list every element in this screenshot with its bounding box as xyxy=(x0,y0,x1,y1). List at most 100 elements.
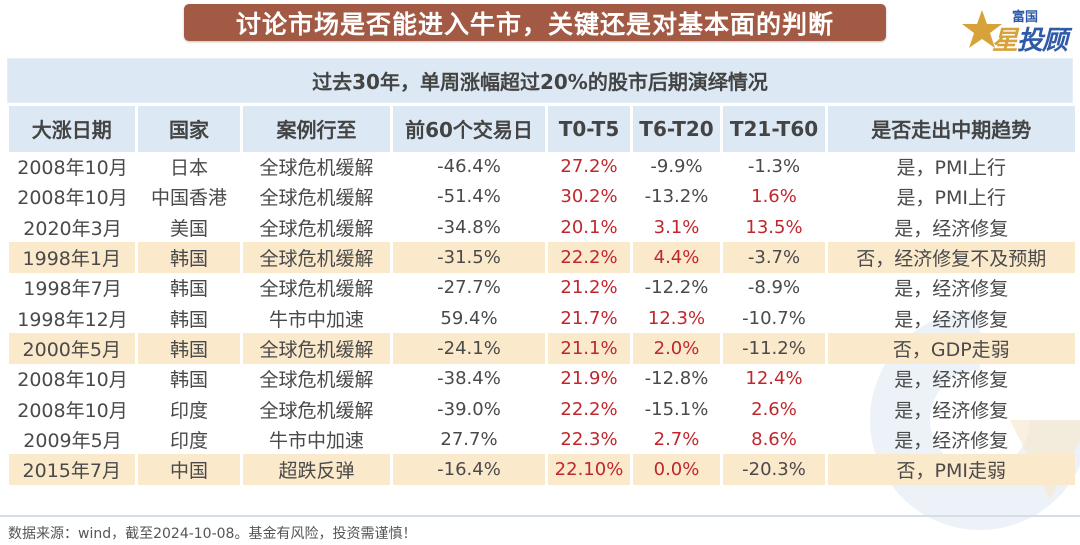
cell-t6-t20: 2.7% xyxy=(653,428,700,450)
cell-trend: 是，经济修复 xyxy=(894,308,1009,331)
col-header-t21-t60: T21-T60 xyxy=(720,103,827,152)
cell-t21-t60: 8.6% xyxy=(751,428,797,450)
cell-country: 中国香港 xyxy=(150,187,227,210)
table-row: 2009年5月 印度 牛市中加速 27.7% 22.3% 2.7% 8.6% 是，经济修复 xyxy=(9,424,1075,454)
banner-title: 讨论市场是否能进入牛市，关键还是对基本面的判断 xyxy=(235,9,834,39)
table-row: 1998年7月 韩国 全球危机缓解 -27.7% 21.2% -12.2% -8.9% 是，经… xyxy=(9,273,1075,303)
cell-date: 1998年7月 xyxy=(23,278,122,301)
cell-trend: 是，PMI上行 xyxy=(896,157,1006,180)
data-table-container: 过去30年，单周涨幅超过20%的股市后期演绎情况 大涨日期 国家 案例行至 前6… xyxy=(7,58,1075,485)
cell-country: 印度 xyxy=(169,429,208,452)
cell-t0-t5: 21.7% xyxy=(560,307,618,329)
table-row: 2015年7月 中国 超跌反弹 -16.4% 22.10% 0.0% -20.3% 否，PMI… xyxy=(8,454,1075,485)
cell-pre60: -51.4% xyxy=(437,186,501,208)
cell-t6-t20: -9.9% xyxy=(650,156,703,178)
cell-pre60: -24.1% xyxy=(390,333,547,364)
cell-t0-t5: 21.9% xyxy=(560,368,618,390)
cell-trend: 否，GDP走弱 xyxy=(825,333,1075,364)
cell-date: 2008年10月 xyxy=(17,157,128,180)
cell-date: 2000年5月 xyxy=(8,333,137,364)
cell-trend: 否，PMI走弱 xyxy=(825,454,1075,485)
logo-small-text: 富国 xyxy=(1012,10,1039,25)
cell-t6-t20: 2.0% xyxy=(630,333,722,364)
cell-t21-t60: 1.6% xyxy=(751,186,797,208)
cell-case: 全球危机缓解 xyxy=(259,278,374,301)
logo-blue-chars: 投顾 xyxy=(1017,26,1068,56)
cell-case: 全球危机缓解 xyxy=(259,369,374,392)
cell-case: 全球危机缓解 xyxy=(259,187,374,210)
col-header-trend: 是否走出中期趋势 xyxy=(825,103,1075,152)
cell-t21-t60: 2.6% xyxy=(751,398,797,420)
table-header-row: 大涨日期 国家 案例行至 前60个交易日 T0-T5 T6-T20 T21-T6… xyxy=(8,103,1075,152)
cell-t0-t5: 27.2% xyxy=(560,156,618,178)
cell-date: 2020年3月 xyxy=(23,217,122,240)
table-row: 2000年5月 韩国 全球危机缓解 -24.1% 21.1% 2.0% -11.2% 否，GD… xyxy=(8,333,1075,364)
cell-pre60: -46.4% xyxy=(437,156,501,178)
cell-case: 牛市中加速 xyxy=(268,429,364,452)
cell-t6-t20: -15.1% xyxy=(644,398,709,420)
cell-t6-t20: 12.3% xyxy=(647,307,706,329)
cell-t21-t60: -10.7% xyxy=(742,307,806,329)
star-icon xyxy=(962,10,1002,48)
col-header-case: 案例行至 xyxy=(240,103,392,152)
cell-t6-t20: 4.4% xyxy=(630,242,722,273)
cell-t0-t5: 30.2% xyxy=(560,186,618,208)
col-header-date: 大涨日期 xyxy=(8,103,137,152)
data-source-note: 数据来源：wind，截至2024-10-08。基金有风险，投资需谨慎！ xyxy=(8,526,417,542)
cell-t21-t60: -11.2% xyxy=(720,333,827,364)
cell-pre60: -39.0% xyxy=(437,398,501,420)
table-caption: 过去30年，单周涨幅超过20%的股市后期演绎情况 xyxy=(7,58,1073,103)
table-row: 2020年3月 美国 全球危机缓解 -34.8% 20.1% 3.1% 13.5% 是，经济修… xyxy=(9,212,1075,242)
cell-trend: 是，经济修复 xyxy=(894,399,1009,422)
cell-pre60: 59.4% xyxy=(440,307,498,329)
cell-t21-t60: -8.9% xyxy=(747,277,801,299)
cell-country: 韩国 xyxy=(169,278,208,301)
table-row: 1998年12月 韩国 牛市中加速 59.4% 21.7% 12.3% -10.7% 是，经济… xyxy=(9,303,1075,333)
cell-t21-t60: 12.4% xyxy=(745,368,803,390)
cell-pre60: -31.5% xyxy=(390,242,547,273)
footer-divider xyxy=(0,515,1080,517)
cell-t6-t20: -12.8% xyxy=(644,368,709,390)
cell-trend: 是，PMI上行 xyxy=(896,187,1006,210)
col-header-pre60: 前60个交易日 xyxy=(390,103,547,152)
cell-t6-t20: -13.2% xyxy=(644,186,709,208)
cell-trend: 否，经济修复不及预期 xyxy=(825,242,1075,273)
cell-t0-t5: 21.1% xyxy=(545,333,632,364)
cell-t0-t5: 21.2% xyxy=(560,277,618,299)
cell-pre60: -27.7% xyxy=(437,277,501,299)
table-row: 2008年10月 韩国 全球危机缓解 -38.4% 21.9% -12.8% 12.4% 是，… xyxy=(9,364,1075,394)
cell-country: 韩国 xyxy=(135,242,242,273)
cell-pre60: -34.8% xyxy=(437,216,501,238)
table-row: 2008年10月 日本 全球危机缓解 -46.4% 27.2% -9.9% -1.3% 是，P… xyxy=(9,152,1075,182)
cell-case: 全球危机缓解 xyxy=(259,399,374,422)
cell-case: 全球危机缓解 xyxy=(240,242,392,273)
col-header-t6-t20: T6-T20 xyxy=(630,103,722,152)
cell-pre60: -38.4% xyxy=(437,368,501,390)
cell-date: 2008年10月 xyxy=(17,187,128,210)
cell-pre60: 27.7% xyxy=(440,428,498,450)
cell-t21-t60: -3.7% xyxy=(720,242,827,273)
cell-date: 2015年7月 xyxy=(8,454,137,485)
cell-case: 全球危机缓解 xyxy=(259,217,374,240)
cell-trend: 是，经济修复 xyxy=(894,429,1009,452)
cell-trend: 是，经济修复 xyxy=(894,217,1009,240)
cell-country: 韩国 xyxy=(169,369,208,392)
cell-trend: 是，经济修复 xyxy=(894,369,1009,392)
cell-date: 2009年5月 xyxy=(23,429,122,452)
title-banner: 讨论市场是否能进入牛市，关键还是对基本面的判断 xyxy=(184,4,886,41)
cell-t0-t5: 22.2% xyxy=(560,398,618,420)
cell-t6-t20: 3.1% xyxy=(653,216,700,238)
cell-date: 2008年10月 xyxy=(17,399,128,422)
logo-gold-char: 星 xyxy=(992,26,1018,56)
cell-country: 中国 xyxy=(135,454,242,485)
cell-t0-t5: 20.1% xyxy=(560,216,618,238)
cell-case: 全球危机缓解 xyxy=(240,333,392,364)
cell-pre60: -16.4% xyxy=(390,454,547,485)
cell-t6-t20: -12.2% xyxy=(644,277,709,299)
cell-t0-t5: 22.2% xyxy=(545,242,632,273)
cell-date: 1998年12月 xyxy=(17,308,128,331)
cell-t21-t60: -1.3% xyxy=(747,156,801,178)
cell-case: 超跌反弹 xyxy=(240,454,392,485)
table-row: 2008年10月 印度 全球危机缓解 -39.0% 22.2% -15.1% 2.6% 是，经… xyxy=(9,394,1075,424)
cell-t21-t60: 13.5% xyxy=(745,216,803,238)
